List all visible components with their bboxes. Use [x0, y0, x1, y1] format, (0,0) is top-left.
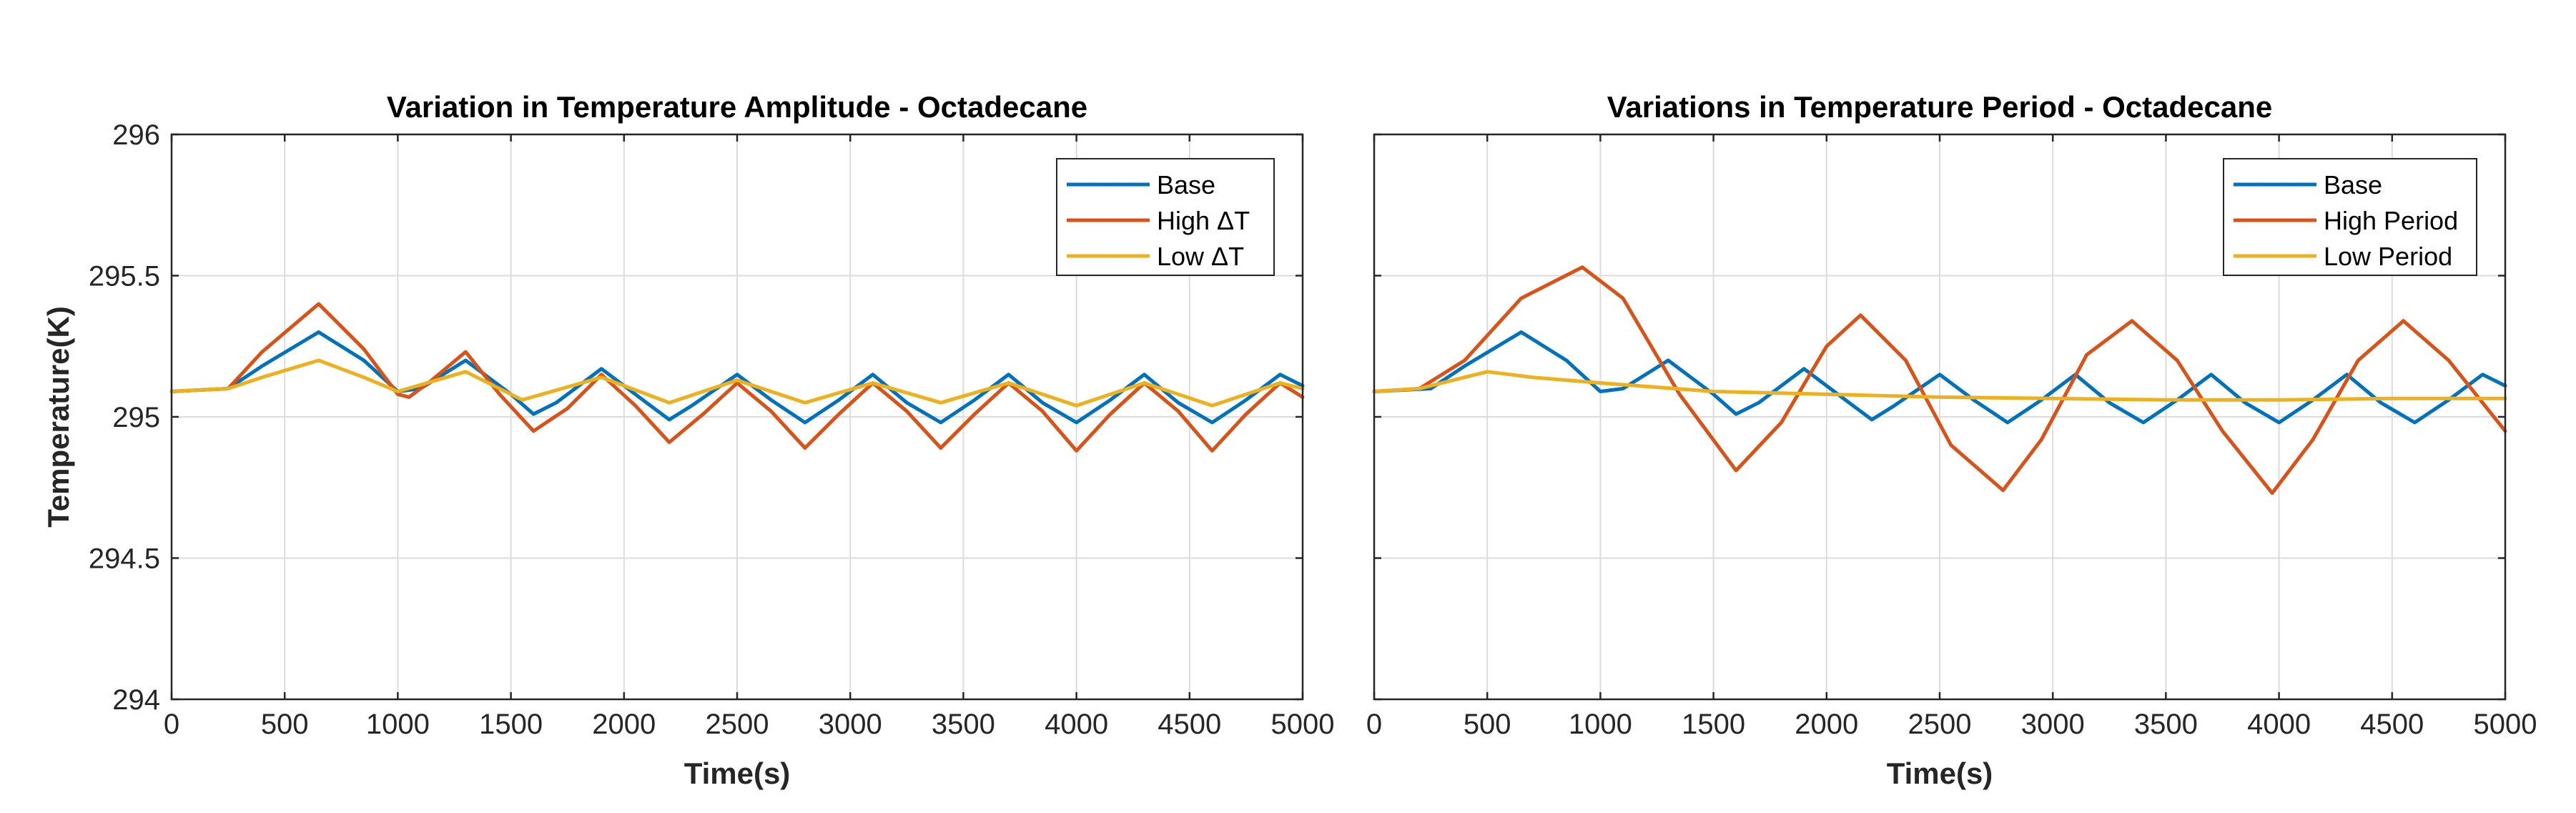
amplitude-chart: 0 500 1000 1500 2000 2500 3000 3500 4000 4500 5000…: [41, 90, 1334, 790]
amplitude-x-tick-label: 4500: [1158, 709, 1221, 740]
period-x-tick-label: 500: [1464, 709, 1511, 740]
period-x-tick-label: 4000: [2247, 709, 2311, 740]
period-x-tick-label: 1500: [1682, 709, 1745, 740]
amplitude-legend-label-high: High ΔT: [1157, 206, 1250, 235]
period-series-low-period: [1372, 370, 2507, 402]
amplitude-series-low-t: [169, 358, 1305, 408]
period-legend: Base High Period Low Period: [2223, 158, 2477, 276]
period-series: [1372, 265, 2507, 496]
amplitude-x-tick-label: 1500: [479, 709, 543, 740]
amplitude-y-tick-label: 295: [112, 402, 160, 433]
period-chart: 0 500 1000 1500 2000 2500 3000 3500 4000 4500 5000…: [1366, 90, 2537, 790]
period-legend-label-base: Base: [2324, 170, 2382, 199]
amplitude-x-tick-label: 2500: [706, 709, 769, 740]
period-series-high-period: [1372, 265, 2507, 496]
amplitude-x-tick-label: 5000: [1271, 709, 1335, 740]
period-series-base: [1372, 330, 2507, 425]
amplitude-tick-marks: [170, 133, 1304, 701]
period-x-tick-label: 2500: [1908, 709, 1972, 740]
period-x-tick-label: 0: [1366, 709, 1382, 740]
period-x-tick-label: 3500: [2134, 709, 2198, 740]
amplitude-y-tick-label: 295.5: [89, 261, 160, 292]
amplitude-x-tick-labels: 0 500 1000 1500 2000 2500 3000 3500 4000 4500 5000: [164, 709, 1335, 740]
period-x-tick-label: 1000: [1569, 709, 1632, 740]
amplitude-y-tick-label: 294: [112, 684, 160, 716]
amplitude-x-tick-label: 4000: [1045, 709, 1108, 740]
amplitude-y-tick-labels: 294 294.5 295 295.5 296: [89, 119, 160, 716]
amplitude-x-axis-title: Time(s): [684, 757, 791, 790]
period-chart-title: Variations in Temperature Period - Octad…: [1607, 90, 2273, 124]
period-x-axis-title: Time(s): [1887, 757, 1993, 790]
period-legend-label-high: High Period: [2324, 206, 2458, 235]
period-x-tick-label: 3000: [2021, 709, 2085, 740]
amplitude-x-tick-label: 3500: [932, 709, 995, 740]
amplitude-x-tick-label: 500: [261, 709, 309, 740]
period-legend-label-low: Low Period: [2324, 242, 2452, 271]
period-tick-marks: [1373, 133, 2507, 701]
amplitude-legend-label-base: Base: [1157, 170, 1215, 199]
amplitude-legend: Base High ΔT Low ΔT: [1056, 158, 1275, 276]
amplitude-y-tick-label: 296: [112, 119, 160, 151]
amplitude-series-high-t: [169, 302, 1305, 453]
amplitude-x-tick-label: 2000: [592, 709, 656, 740]
amplitude-x-tick-label: 0: [164, 709, 179, 740]
period-x-tick-label: 4500: [2360, 709, 2424, 740]
amplitude-x-tick-label: 3000: [819, 709, 882, 740]
amplitude-legend-label-low: Low ΔT: [1157, 242, 1244, 271]
amplitude-series: [169, 302, 1305, 453]
amplitude-y-tick-label: 294.5: [89, 543, 160, 575]
amplitude-y-axis-title: Temperature(K): [41, 306, 75, 528]
amplitude-x-tick-label: 1000: [366, 709, 430, 740]
period-x-tick-label: 2000: [1795, 709, 1858, 740]
period-x-tick-label: 5000: [2474, 709, 2537, 740]
period-x-tick-labels: 0 500 1000 1500 2000 2500 3000 3500 4000 4500 5000: [1366, 709, 2537, 740]
amplitude-chart-title: Variation in Temperature Amplitude - Oct…: [387, 90, 1087, 124]
